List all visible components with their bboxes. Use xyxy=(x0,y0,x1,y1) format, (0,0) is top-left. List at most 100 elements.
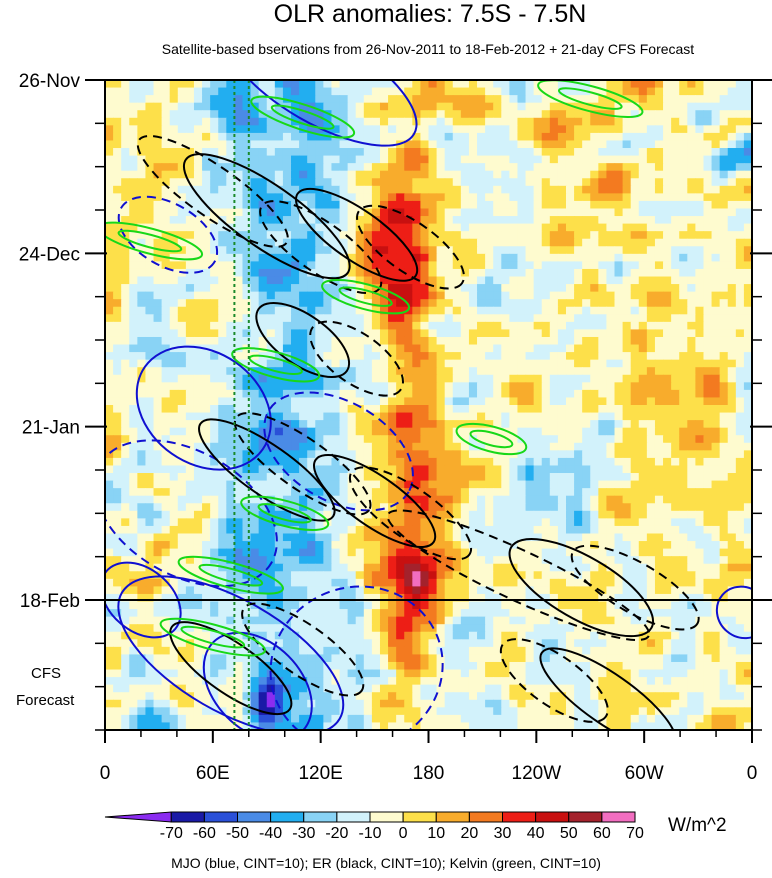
heat-cell xyxy=(177,306,187,315)
heat-cell xyxy=(501,193,510,202)
heat-cell xyxy=(113,261,122,270)
heat-cell xyxy=(210,185,219,194)
heat-cell xyxy=(654,374,664,383)
heat-cell xyxy=(428,185,438,194)
heat-cell xyxy=(477,223,486,232)
heat-cell xyxy=(412,525,422,535)
heat-cell xyxy=(541,299,551,308)
heat-cell xyxy=(202,541,211,550)
heat-cell xyxy=(412,503,422,512)
heat-cell xyxy=(687,352,696,361)
heat-cell xyxy=(460,200,470,210)
heat-cell xyxy=(630,359,640,368)
heat-cell xyxy=(525,299,535,308)
heat-cell xyxy=(598,193,608,202)
heat-cell xyxy=(323,457,333,467)
heat-cell xyxy=(404,253,413,262)
heat-cell xyxy=(590,533,599,542)
heat-cell xyxy=(299,95,308,104)
heat-cell xyxy=(299,510,308,519)
heat-cell xyxy=(347,344,357,353)
heat-cell xyxy=(493,412,502,421)
heat-cell xyxy=(687,465,696,474)
heat-cell xyxy=(355,382,365,391)
heat-cell xyxy=(396,367,405,376)
heat-cell xyxy=(468,178,478,187)
heat-cell xyxy=(468,216,478,225)
heat-cell xyxy=(477,102,486,111)
heat-cell xyxy=(193,389,203,399)
heat-cell xyxy=(517,450,527,459)
heat-cell xyxy=(687,246,696,255)
heat-cell xyxy=(315,541,324,550)
heat-cell xyxy=(444,465,454,474)
heat-cell xyxy=(509,246,519,255)
heat-cell xyxy=(493,321,502,331)
heat-cell xyxy=(574,238,583,247)
heat-cell xyxy=(307,518,316,527)
heat-cell xyxy=(485,216,494,225)
heat-cell xyxy=(258,268,268,278)
heat-cell xyxy=(646,185,656,194)
heat-cell xyxy=(153,412,163,421)
heat-cell xyxy=(719,427,729,436)
heat-cell xyxy=(695,359,705,368)
heat-cell xyxy=(735,155,745,164)
heat-cell xyxy=(549,427,559,436)
heat-cell xyxy=(282,276,292,285)
heat-cell xyxy=(525,246,535,255)
heat-cell xyxy=(420,185,430,194)
heat-cell xyxy=(291,306,300,315)
heat-cell xyxy=(169,442,179,451)
heat-cell xyxy=(638,102,648,111)
heat-cell xyxy=(582,389,591,399)
heat-cell xyxy=(638,480,648,489)
heat-cell xyxy=(379,178,389,187)
heat-cell xyxy=(533,193,543,202)
heat-cell xyxy=(307,246,316,255)
heat-cell xyxy=(307,284,316,293)
heat-cell xyxy=(517,352,527,361)
heat-cell xyxy=(509,405,519,414)
heat-cell xyxy=(388,193,397,202)
heat-cell xyxy=(565,525,575,535)
heat-cell xyxy=(242,465,252,474)
heat-cell xyxy=(703,412,713,421)
heat-cell xyxy=(574,367,583,376)
heat-cell xyxy=(671,261,680,270)
heat-cell xyxy=(218,480,227,489)
heat-cell xyxy=(250,495,260,504)
heat-cell xyxy=(460,299,470,308)
heat-cell xyxy=(145,261,155,270)
heat-cell xyxy=(193,548,203,557)
heat-cell xyxy=(460,216,470,225)
heat-cell xyxy=(501,299,510,308)
heat-cell xyxy=(169,95,179,104)
heat-cell xyxy=(412,329,422,338)
heat-cell xyxy=(654,367,664,376)
heat-cell xyxy=(582,299,591,308)
heat-cell xyxy=(396,223,405,232)
heat-cell xyxy=(719,336,729,346)
heat-cell xyxy=(202,525,211,535)
heat-cell xyxy=(533,125,543,134)
heat-cell xyxy=(121,291,130,300)
heat-cell xyxy=(460,374,470,383)
heat-cell xyxy=(485,231,494,240)
heat-cell xyxy=(460,389,470,399)
heat-cell xyxy=(331,503,341,512)
heat-cell xyxy=(331,397,341,406)
heat-cell xyxy=(339,473,349,482)
heat-cell xyxy=(525,185,535,194)
heat-cell xyxy=(630,291,640,300)
heat-cell xyxy=(137,155,147,164)
heat-cell xyxy=(331,291,341,300)
heat-cell xyxy=(105,284,114,293)
heat-cell xyxy=(379,95,389,104)
heat-cell xyxy=(703,420,713,429)
heat-cell xyxy=(509,125,519,134)
heat-cell xyxy=(242,450,252,459)
heat-cell xyxy=(582,193,591,202)
heat-cell xyxy=(315,223,324,232)
heat-cell xyxy=(549,125,559,134)
